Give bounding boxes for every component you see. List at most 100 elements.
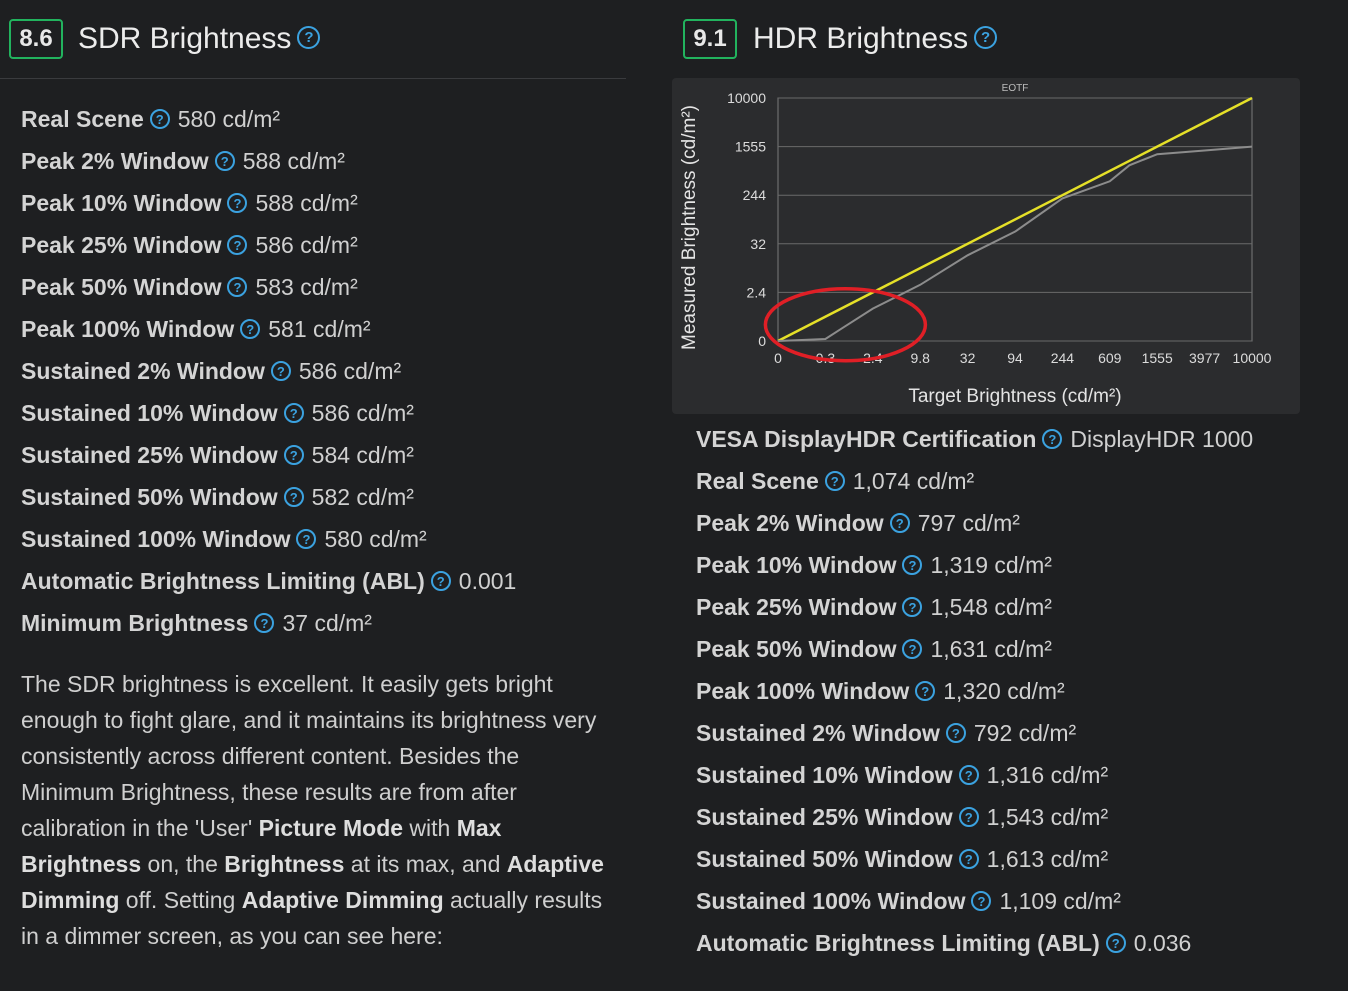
- help-icon[interactable]: ?: [283, 444, 304, 465]
- help-icon[interactable]: ?: [149, 108, 170, 129]
- y-axis-label: Measured Brightness (cd/m²): [679, 105, 700, 350]
- spec-row: Peak 10% Window? 1,319 cd/m²: [696, 544, 1253, 586]
- spec-value: 580 cd/m²: [177, 106, 281, 132]
- spec-value: 1,543 cd/m²: [986, 804, 1109, 830]
- help-icon[interactable]: ?: [958, 764, 979, 785]
- description-text: on, the: [141, 851, 225, 877]
- help-icon[interactable]: ?: [1105, 932, 1126, 953]
- setting-name: Brightness: [224, 851, 345, 877]
- help-icon[interactable]: ?: [902, 596, 923, 617]
- help-icon[interactable]: ?: [283, 402, 304, 423]
- spec-row: Sustained 25% Window? 1,543 cd/m²: [696, 796, 1253, 838]
- series-line-measured: [777, 145, 1253, 342]
- help-icon[interactable]: ?: [974, 25, 998, 49]
- spec-row: Peak 25% Window? 586 cd/m²: [21, 224, 516, 266]
- help-icon[interactable]: ?: [214, 150, 235, 171]
- description-text: at its max, and: [344, 851, 507, 877]
- hdr-score-badge: 9.1: [683, 19, 737, 59]
- spec-value: 1,109 cd/m²: [999, 888, 1121, 914]
- sdr-header: 8.6 SDR Brightness?: [0, 0, 626, 79]
- spec-row: Real Scene? 1,074 cd/m²: [696, 460, 1253, 502]
- help-icon[interactable]: ?: [240, 318, 261, 339]
- spec-value: 797 cd/m²: [917, 510, 1020, 536]
- spec-value: 1,074 cd/m²: [852, 468, 975, 494]
- spec-label: Sustained 100% Window: [696, 888, 966, 914]
- spec-label: Sustained 100% Window: [21, 526, 291, 552]
- spec-row: Peak 2% Window? 797 cd/m²: [696, 502, 1253, 544]
- spec-row: Sustained 50% Window? 1,613 cd/m²: [696, 838, 1253, 880]
- help-icon[interactable]: ?: [227, 276, 248, 297]
- help-icon[interactable]: ?: [254, 612, 275, 633]
- spec-row: Peak 100% Window? 581 cd/m²: [21, 308, 516, 350]
- help-icon[interactable]: ?: [270, 360, 291, 381]
- setting-name: Adaptive Dimming: [21, 851, 604, 913]
- help-icon[interactable]: ?: [824, 470, 845, 491]
- y-tick-label: 32: [750, 236, 766, 252]
- x-tick-label: 32: [960, 350, 976, 366]
- spec-value: 1,316 cd/m²: [986, 762, 1109, 788]
- spec-value: 37 cd/m²: [282, 610, 372, 636]
- x-tick-label: 0: [774, 350, 782, 366]
- spec-row: Sustained 2% Window? 792 cd/m²: [696, 712, 1253, 754]
- spec-label: Peak 25% Window: [696, 594, 897, 620]
- spec-label: Peak 100% Window: [21, 316, 235, 342]
- spec-row: Automatic Brightness Limiting (ABL)? 0.03…: [696, 922, 1253, 964]
- spec-row: Automatic Brightness Limiting (ABL)? 0.00…: [21, 560, 516, 602]
- x-tick-label: 3977: [1189, 350, 1220, 366]
- description-text: off. Setting: [119, 887, 242, 913]
- help-icon[interactable]: ?: [283, 486, 304, 507]
- y-tick-label: 0: [758, 333, 766, 349]
- help-icon[interactable]: ?: [915, 680, 936, 701]
- help-icon[interactable]: ?: [945, 722, 966, 743]
- hdr-header: 9.1 HDR Brightness?: [672, 0, 1348, 78]
- spec-row: Peak 100% Window? 1,320 cd/m²: [696, 670, 1253, 712]
- help-icon[interactable]: ?: [430, 570, 451, 591]
- help-icon[interactable]: ?: [958, 806, 979, 827]
- x-tick-label: 10000: [1233, 350, 1272, 366]
- x-tick-label: 94: [1007, 350, 1023, 366]
- setting-name: Picture Mode: [258, 815, 404, 841]
- sdr-title-text: SDR Brightness: [78, 22, 292, 55]
- setting-name: Max Brightness: [21, 815, 502, 877]
- spec-row: Peak 10% Window? 588 cd/m²: [21, 182, 516, 224]
- spec-row: Sustained 50% Window? 582 cd/m²: [21, 476, 516, 518]
- help-icon[interactable]: ?: [227, 234, 248, 255]
- help-icon[interactable]: ?: [958, 848, 979, 869]
- spec-label: Peak 10% Window: [696, 552, 897, 578]
- spec-row: Minimum Brightness? 37 cd/m²: [21, 602, 516, 644]
- eotf-chart[interactable]: 0 2.4 32 244 1555 10000 0 0.3 2.4 9.8 32 94 244 609 15…: [672, 78, 1300, 414]
- spec-value: 1,548 cd/m²: [930, 594, 1052, 620]
- spec-value: 1,319 cd/m²: [930, 552, 1052, 578]
- spec-value: 586 cd/m²: [255, 232, 358, 258]
- help-icon[interactable]: ?: [297, 25, 321, 49]
- spec-value: DisplayHDR 1000: [1070, 426, 1254, 452]
- help-icon[interactable]: ?: [296, 528, 317, 549]
- help-icon[interactable]: ?: [889, 512, 910, 533]
- spec-label: Sustained 2% Window: [21, 358, 265, 384]
- help-icon[interactable]: ?: [971, 890, 992, 911]
- x-tick-label: 609: [1098, 350, 1122, 366]
- spec-row: Peak 50% Window? 583 cd/m²: [21, 266, 516, 308]
- hdr-section-title: HDR Brightness?: [753, 22, 998, 56]
- spec-row: Sustained 10% Window? 586 cd/m²: [21, 392, 516, 434]
- help-icon[interactable]: ?: [227, 192, 248, 213]
- spec-label: Sustained 2% Window: [696, 720, 940, 746]
- sdr-score-badge: 8.6: [9, 19, 63, 59]
- spec-row: VESA DisplayHDR Certification? DisplayHDR…: [696, 418, 1253, 460]
- spec-row: Real Scene? 580 cd/m²: [21, 98, 516, 140]
- spec-label: Peak 2% Window: [21, 148, 209, 174]
- spec-row: Peak 50% Window? 1,631 cd/m²: [696, 628, 1253, 670]
- help-icon[interactable]: ?: [1042, 428, 1063, 449]
- spec-value: 1,613 cd/m²: [986, 846, 1109, 872]
- spec-label: Sustained 10% Window: [21, 400, 278, 426]
- help-icon[interactable]: ?: [902, 638, 923, 659]
- spec-label: Peak 100% Window: [696, 678, 910, 704]
- sdr-spec-list: Real Scene? 580 cd/m² Peak 2% Window? 588 c…: [21, 98, 516, 644]
- spec-value: 0.036: [1133, 930, 1192, 956]
- help-icon[interactable]: ?: [902, 554, 923, 575]
- spec-label: Sustained 10% Window: [696, 762, 953, 788]
- spec-row: Sustained 100% Window? 1,109 cd/m²: [696, 880, 1253, 922]
- spec-label: Minimum Brightness: [21, 610, 249, 636]
- hdr-spec-list: VESA DisplayHDR Certification? DisplayHDR…: [696, 418, 1253, 964]
